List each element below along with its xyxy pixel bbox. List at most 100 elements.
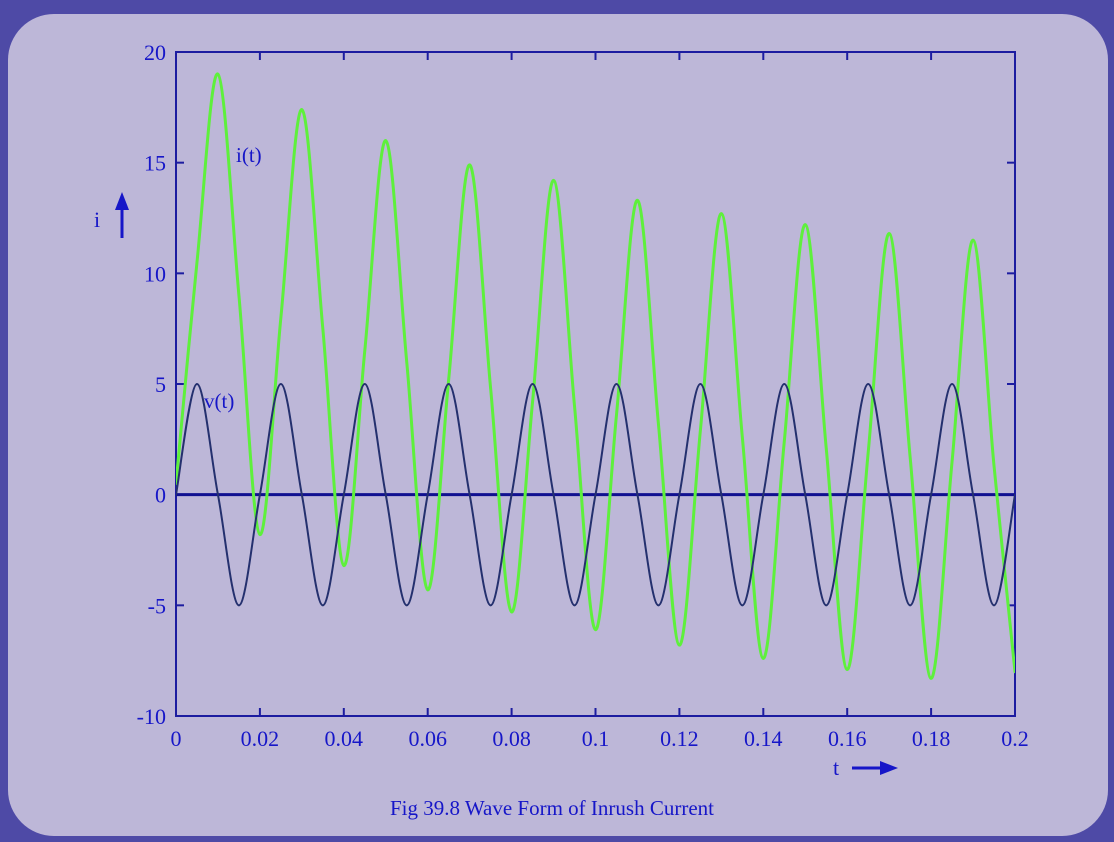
data-point xyxy=(762,657,765,660)
y-axis-arrow-icon xyxy=(115,192,129,238)
data-point xyxy=(384,139,387,142)
data-point xyxy=(426,493,429,496)
data-point xyxy=(825,604,828,607)
data-point xyxy=(343,493,345,496)
data-point xyxy=(217,493,219,496)
data-point xyxy=(636,493,639,496)
data-point xyxy=(615,383,618,385)
series-line-current xyxy=(176,72,1015,680)
data-point xyxy=(594,628,597,631)
data-point xyxy=(573,405,576,407)
x-tick-label: 0.02 xyxy=(241,726,280,751)
series-label-voltage: v(t) xyxy=(204,389,234,413)
data-point xyxy=(699,429,702,432)
y-tick-label: 5 xyxy=(155,372,166,397)
y-tick-label: -5 xyxy=(148,593,166,618)
data-point xyxy=(196,383,198,385)
data-point xyxy=(699,383,702,385)
data-point xyxy=(176,493,177,496)
data-point xyxy=(657,423,660,425)
data-point xyxy=(951,383,953,385)
data-point xyxy=(825,447,828,449)
data-point xyxy=(322,604,324,607)
y-tick-label: 20 xyxy=(144,40,166,65)
data-point xyxy=(930,677,932,680)
data-point xyxy=(1014,670,1015,673)
data-point xyxy=(259,533,261,536)
x-tick-label: 0.1 xyxy=(582,726,610,751)
data-point xyxy=(951,460,953,463)
data-point xyxy=(741,604,744,607)
x-tick-label: 0.08 xyxy=(492,726,531,751)
plot-frame xyxy=(175,51,1016,717)
data-point xyxy=(1014,493,1015,496)
data-point xyxy=(552,493,555,496)
data-point xyxy=(510,493,513,496)
data-point xyxy=(280,316,282,319)
data-point xyxy=(196,261,198,264)
data-point xyxy=(405,361,408,363)
data-point xyxy=(489,387,492,390)
data-point xyxy=(888,493,890,496)
data-point xyxy=(405,604,408,607)
data-point xyxy=(259,493,261,496)
data-point xyxy=(573,604,576,607)
data-point xyxy=(657,604,660,607)
data-point xyxy=(972,239,974,241)
series-label-current: i(t) xyxy=(236,143,262,167)
data-point xyxy=(993,604,995,607)
data-point xyxy=(804,493,807,496)
data-point xyxy=(176,482,177,485)
data-point xyxy=(301,108,303,111)
data-point xyxy=(867,383,869,385)
x-tick-label: 0.16 xyxy=(828,726,867,751)
x-axis-label: t xyxy=(833,755,839,780)
data-point xyxy=(217,73,219,75)
data-point xyxy=(552,179,555,182)
x-tick-label: 0.04 xyxy=(325,726,364,751)
data-point xyxy=(363,350,366,352)
data-point xyxy=(447,378,450,381)
data-point xyxy=(783,383,786,385)
labels-layer: i(t) v(t) i t Fig 39.8 Wave Form of Inru… xyxy=(94,143,898,820)
data-point xyxy=(678,644,681,646)
data-point xyxy=(678,493,681,496)
data-point xyxy=(846,668,848,671)
data-point xyxy=(594,493,597,496)
data-point xyxy=(531,400,534,403)
data-point xyxy=(280,383,282,385)
series-layer xyxy=(176,72,1015,680)
data-point xyxy=(972,493,974,496)
data-point xyxy=(636,199,639,202)
data-point xyxy=(909,456,911,458)
data-point xyxy=(930,493,932,496)
data-point xyxy=(762,493,765,496)
data-point xyxy=(909,604,911,607)
data-point xyxy=(468,164,471,166)
x-tick-label: 0.2 xyxy=(1001,726,1029,751)
x-tick-label: 0.18 xyxy=(912,726,951,751)
data-point xyxy=(888,232,890,235)
data-point xyxy=(384,493,387,496)
x-axis-arrow-icon xyxy=(852,761,898,775)
figure-caption: Fig 39.8 Wave Form of Inrush Current xyxy=(390,796,714,820)
data-point xyxy=(867,451,869,454)
x-tick-label: 0.12 xyxy=(660,726,699,751)
data-point xyxy=(238,604,240,607)
data-point xyxy=(720,212,723,215)
figure-background xyxy=(8,14,1108,836)
y-tick-label: -10 xyxy=(137,704,166,729)
data-point xyxy=(783,440,786,443)
y-tick-label: 10 xyxy=(144,261,166,286)
data-point xyxy=(343,564,345,567)
x-tick-label: 0.14 xyxy=(744,726,783,751)
x-tick-label: 0 xyxy=(171,726,182,751)
data-point xyxy=(301,493,303,496)
data-point xyxy=(426,589,429,591)
y-tick-label: 15 xyxy=(144,151,166,176)
data-point xyxy=(363,383,366,385)
data-point xyxy=(447,383,450,385)
axes: 0 0.02 0.04 0.06 0.08 0.1 0.12 0.14 0.16 0.18 0.2 2… xyxy=(137,40,1029,751)
data-point xyxy=(741,436,744,438)
